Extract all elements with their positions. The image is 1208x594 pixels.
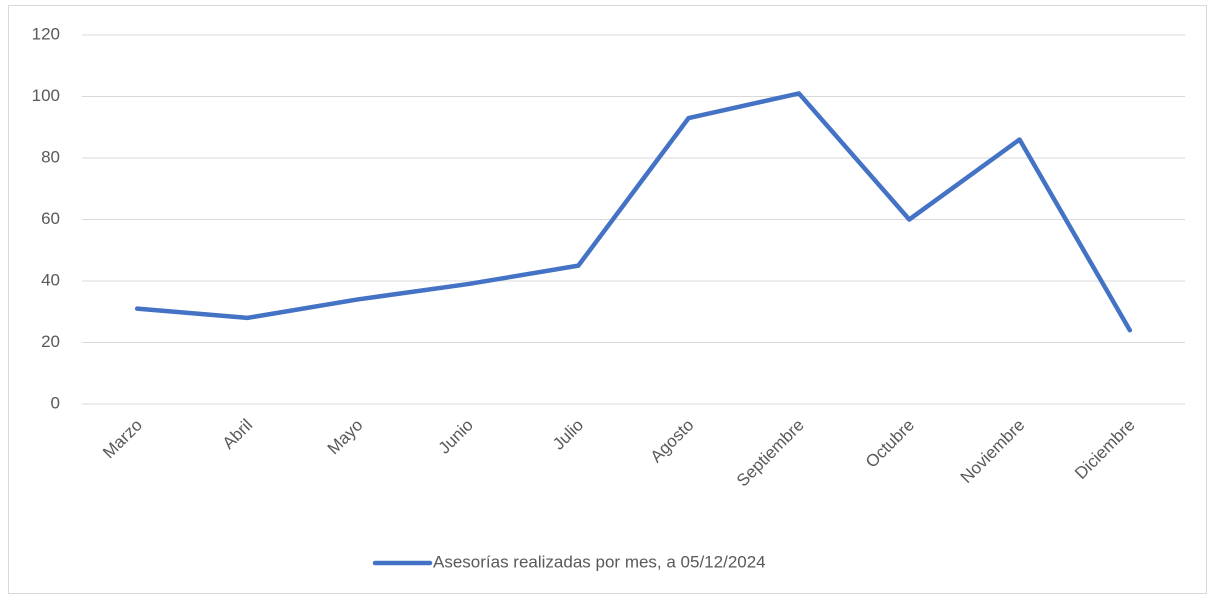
y-tick-label: 60 <box>41 209 60 228</box>
y-tick-label: 0 <box>51 393 60 412</box>
legend-label: Asesorías realizadas por mes, a 05/12/20… <box>433 552 766 571</box>
y-tick-label: 80 <box>41 147 60 166</box>
series-line <box>134 91 1133 333</box>
y-tick-label: 20 <box>41 332 60 351</box>
chart-frame <box>8 5 1207 594</box>
y-tick-label: 100 <box>32 86 60 105</box>
y-tick-label: 120 <box>32 24 60 43</box>
y-tick-label: 40 <box>41 270 60 289</box>
